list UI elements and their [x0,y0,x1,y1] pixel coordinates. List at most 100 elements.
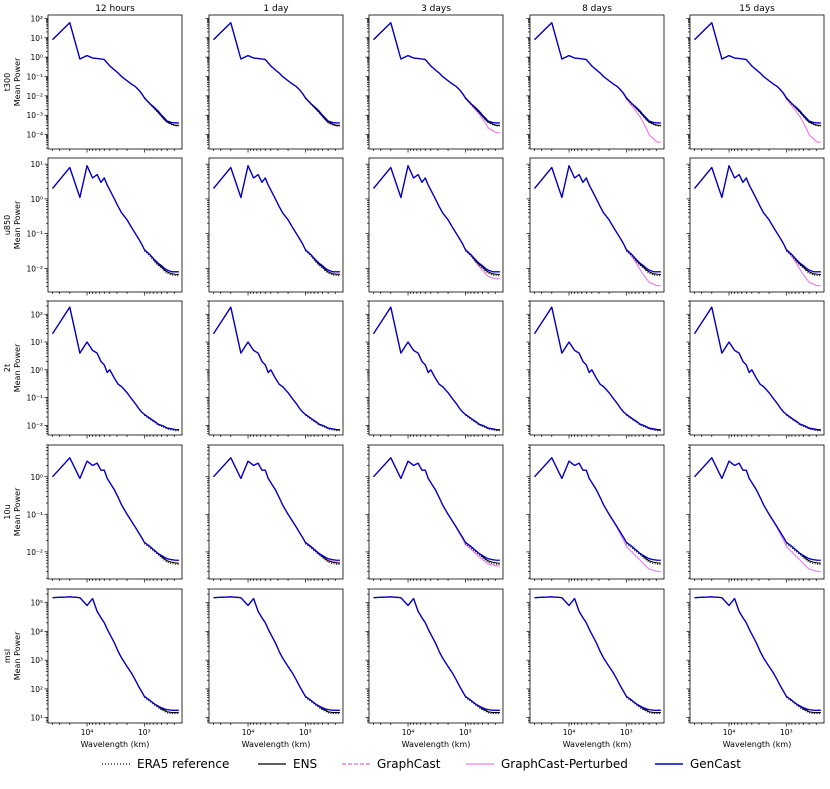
legend-label: ENS [293,757,317,771]
series-group [213,596,340,715]
series-line-graphcast-perturbed [52,165,179,273]
series-line-graphcast-perturbed [534,22,661,143]
x-axis [213,149,336,153]
row-variable-label: 10u [3,504,12,519]
y-tick-label: 10¹ [30,714,43,723]
y-tick-label: 10⁰ [30,473,43,482]
series-line-gencast [52,457,179,561]
panel-t300-4: 15 days [686,4,825,153]
series-line-era5-reference [625,98,661,127]
legend-label: ERA5 reference [137,757,229,771]
series-line-graphcast-perturbed [373,596,500,711]
series-line-ens [52,306,179,431]
panel-2t-2 [365,300,504,439]
series-group [213,165,340,277]
x-axis [213,435,336,439]
series-line-graphcast-perturbed [534,596,661,711]
row-label-2t: 2t Mean Power [3,343,22,392]
panel-msl-1: 10⁴ 10³ Wavelength (km) [205,588,344,749]
x-axis [694,435,817,439]
y-tick-label: 10⁻¹ [26,230,43,239]
series-line-graphcast-perturbed [213,596,340,711]
panel-frame [47,14,183,150]
panel-u850-4 [686,157,825,296]
y-tick-label: 10⁻² [26,92,43,101]
y-axis [526,18,530,149]
series-group [212,306,340,432]
x-axis-label: Wavelength (km) [242,740,311,749]
y-tick-label: 10⁻¹ [26,72,43,81]
panel-frame [368,157,504,293]
panel-t300-1: 1 day [205,4,344,153]
panel-10u-0: 10⁰ 10⁻¹ 10⁻² [26,444,183,583]
panel-msl-3: 10⁴ 10³ Wavelength (km) [526,588,665,749]
series-line-ens [373,22,500,126]
x-axis: 10⁴ 10³ Wavelength (km) [534,723,657,749]
series-line-graphcast-perturbed [213,22,340,127]
row-label-msl: msl Mean Power [3,631,22,680]
row-variable-label: msl [3,649,12,663]
series-line-graphcast-perturbed [373,457,500,567]
x-tick-label: 10⁴ [723,728,736,737]
panel-frame [368,14,504,150]
series-line-gencast [373,457,500,561]
legend-item: GraphCast-Perturbed [466,757,628,771]
x-axis [534,292,657,296]
y-tick-label: 10¹ [30,34,43,43]
panel-msl-2: 10⁴ 10³ Wavelength (km) [365,588,504,749]
x-tick-label: 10⁴ [81,728,94,737]
y-tick-label: 10⁻³ [26,111,43,120]
panel-frame [47,444,183,580]
series-line-graphcast-perturbed [694,22,821,143]
y-tick-label: 10² [30,310,43,319]
x-axis [373,579,496,583]
panel-2t-4 [686,300,825,439]
y-axis [205,18,209,149]
y-axis [205,588,209,723]
legend-item: GraphCast [342,757,441,771]
row-label-t300: t300 Mean Power [3,57,22,106]
series-line-graphcast-perturbed [213,165,340,275]
y-tick-label: 10² [30,14,43,23]
panel-t300-2: 3 days [365,4,504,153]
panel-frame [529,588,665,724]
column-title: 1 day [263,4,289,14]
series-group [51,306,179,432]
y-axis [205,444,209,579]
y-tick-label: 10⁻¹ [26,394,43,403]
series-line-ens [534,165,661,276]
panel-t300-0: 12 hours 10² 10¹ 10⁰ 10⁻¹ 10⁻² 10⁻³ 10⁻⁴ [26,4,183,153]
panel-2t-0: 10² 10¹ 10⁰ 10⁻¹ 10⁻² [26,300,183,439]
series-line-gencast [533,306,661,431]
panel-frame [208,14,344,150]
row-ylabel: Mean Power [13,487,22,536]
x-tick-label: 10³ [459,728,472,737]
legend-item: ENS [258,757,317,771]
series-line-gencast [373,22,500,124]
panel-frame [689,444,825,580]
y-tick-label: 10² [30,685,43,694]
y-axis [526,444,530,579]
series-line-ens [534,457,661,564]
series-line-graphcast-perturbed [213,306,340,431]
series-line-gencast [534,596,661,711]
series-line-era5-reference [304,98,340,127]
series-line-ens [52,457,179,564]
x-axis-label: Wavelength (km) [402,740,471,749]
series-line-era5-reference [465,696,500,715]
x-axis [52,579,175,583]
y-tick-label: 10⁻⁴ [26,131,43,140]
series-group [373,165,500,280]
series-group [694,596,821,715]
x-axis [213,292,336,296]
x-axis [52,435,175,439]
series-line-ens [213,306,340,431]
series-line-era5-reference [143,98,179,127]
series-group [373,596,500,715]
x-axis [694,149,817,153]
y-axis [526,588,530,723]
panel-frame [689,300,825,436]
y-axis [365,300,369,435]
series-line-gencast [52,596,179,711]
x-axis [694,579,817,583]
